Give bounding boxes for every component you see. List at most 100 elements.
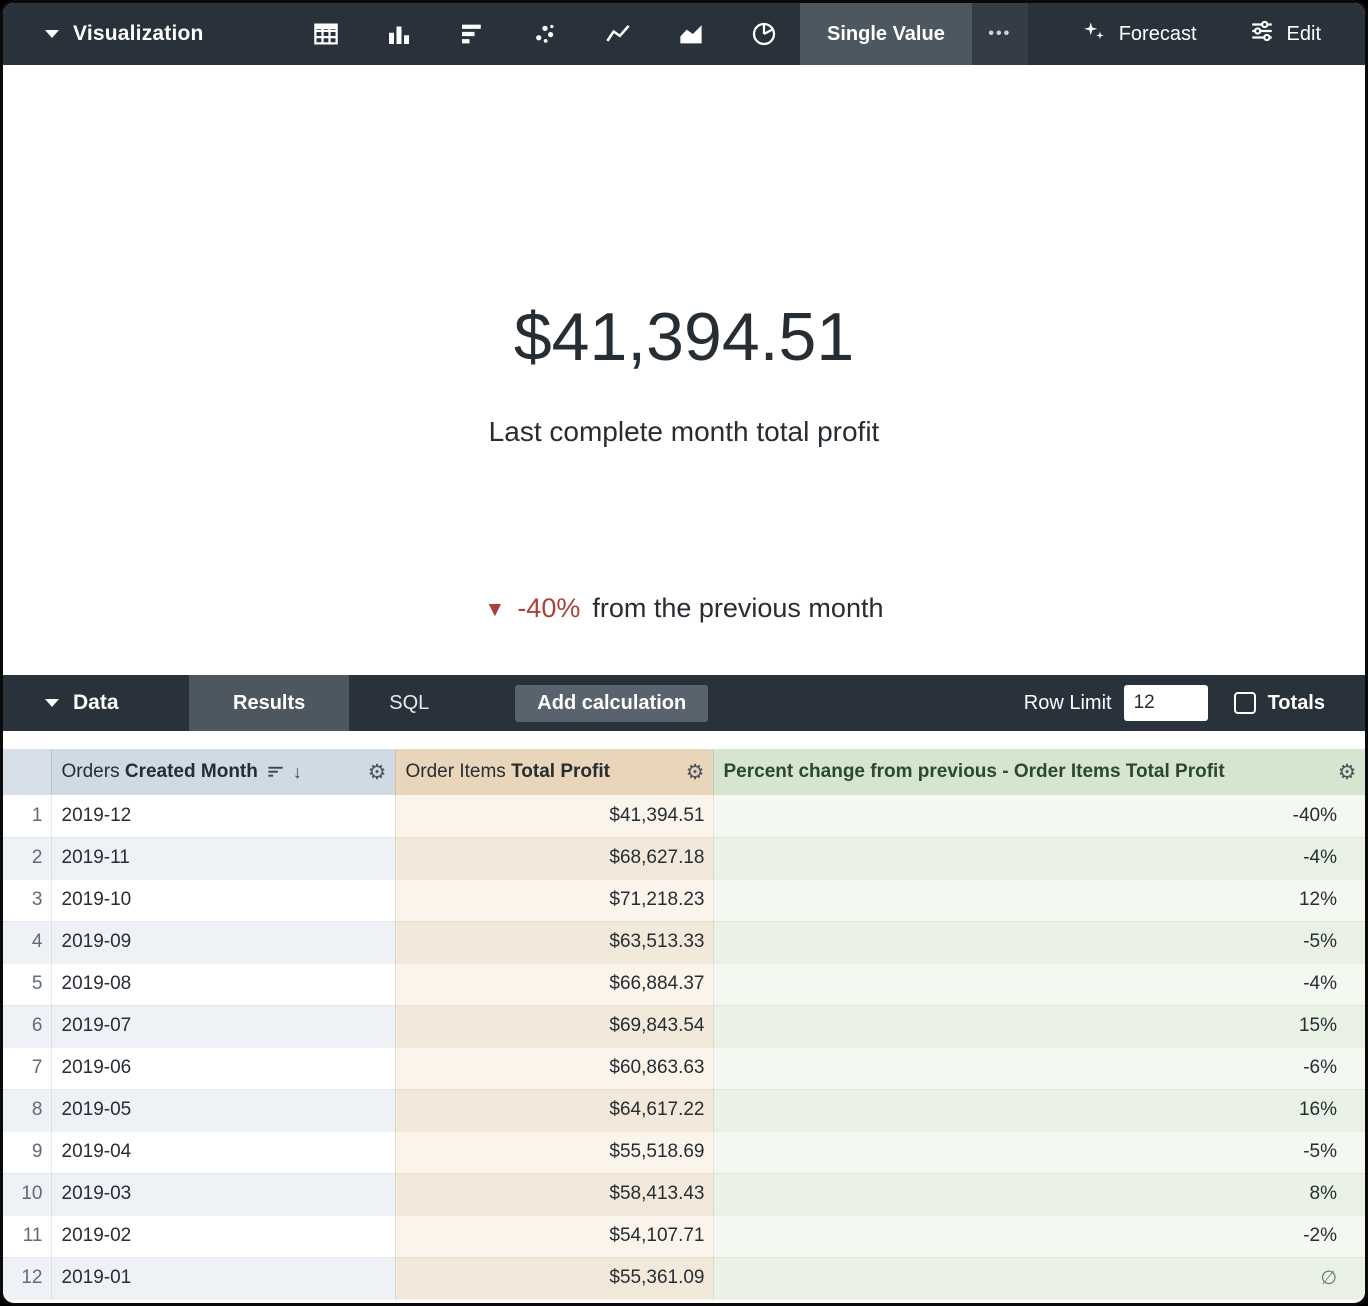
- column-chart-button[interactable]: [362, 3, 435, 65]
- total-profit-cell[interactable]: $55,518.69: [395, 1131, 714, 1174]
- total-profit-cell[interactable]: $41,394.51: [395, 795, 714, 838]
- row-number-cell: 7: [3, 1047, 52, 1090]
- created-month-cell[interactable]: 2019-08: [51, 963, 396, 1006]
- forecast-label: Forecast: [1118, 22, 1197, 45]
- bar-chart-button[interactable]: [435, 3, 508, 65]
- data-section-toggle[interactable]: Data: [3, 675, 189, 731]
- gear-icon[interactable]: ⚙: [367, 760, 387, 784]
- line-chart-button[interactable]: [581, 3, 654, 65]
- toolbar-spacer: [708, 675, 1024, 731]
- percent-change-cell[interactable]: -4%: [713, 963, 1365, 1006]
- percent-change-cell[interactable]: 8%: [713, 1173, 1365, 1216]
- header-view-name: Order Items: [405, 761, 506, 782]
- total-profit-cell[interactable]: $55,361.09: [395, 1257, 714, 1300]
- percent-change-cell[interactable]: -4%: [713, 837, 1365, 880]
- scatter-chart-button[interactable]: [508, 3, 581, 65]
- totals-control: Totals: [1233, 675, 1365, 731]
- created-month-cell[interactable]: 2019-06: [51, 1047, 396, 1090]
- created-month-cell[interactable]: 2019-11: [51, 837, 396, 880]
- percent-change-cell[interactable]: -6%: [713, 1047, 1365, 1090]
- percent-change-cell[interactable]: -40%: [713, 795, 1365, 838]
- add-calculation-button[interactable]: Add calculation: [515, 684, 709, 722]
- visualization-section-toggle[interactable]: Visualization: [3, 3, 289, 65]
- row-number-cell: 6: [3, 1005, 52, 1048]
- percent-change-cell[interactable]: 16%: [713, 1089, 1365, 1132]
- single-value-subtitle: Last complete month total profit: [488, 416, 880, 447]
- single-value-label: Single Value: [827, 22, 945, 45]
- area-chart-icon: [676, 19, 706, 49]
- table-row: 1 2019-12 $41,394.51 -40%: [3, 795, 1365, 838]
- header-calc-name: Percent change from previous - Order Ite…: [723, 761, 1225, 782]
- total-profit-cell[interactable]: $60,863.63: [395, 1047, 714, 1090]
- percent-change-cell[interactable]: -5%: [713, 1131, 1365, 1174]
- total-profit-cell[interactable]: $66,884.37: [395, 963, 714, 1006]
- created-month-cell[interactable]: 2019-12: [51, 795, 396, 838]
- down-triangle-icon: ▼: [484, 597, 506, 621]
- row-limit-input[interactable]: [1123, 685, 1208, 721]
- visualization-title: Visualization: [73, 22, 204, 45]
- percent-change-cell[interactable]: -2%: [713, 1215, 1365, 1258]
- table-header-row: Orders Created Month ↓ ⚙ Ord: [3, 749, 1365, 795]
- results-tab-label: Results: [233, 691, 306, 714]
- pie-chart-icon: [749, 19, 779, 49]
- edit-label: Edit: [1286, 22, 1321, 45]
- table-row: 3 2019-10 $71,218.23 12%: [3, 879, 1365, 922]
- total-profit-cell[interactable]: $58,413.43: [395, 1173, 714, 1216]
- total-profit-cell[interactable]: $64,617.22: [395, 1089, 714, 1132]
- column-header-percent-change[interactable]: Percent change from previous - Order Ite…: [713, 749, 1365, 795]
- header-field-name: Total Profit: [511, 761, 610, 782]
- comparison-text: from the previous month: [592, 592, 884, 623]
- table-row: 5 2019-08 $66,884.37 -4%: [3, 963, 1365, 1006]
- created-month-cell[interactable]: 2019-03: [51, 1173, 396, 1216]
- created-month-cell[interactable]: 2019-01: [51, 1257, 396, 1300]
- total-profit-cell[interactable]: $68,627.18: [395, 837, 714, 880]
- tab-sql[interactable]: SQL: [349, 675, 469, 731]
- chevron-down-icon: [45, 30, 59, 38]
- forecast-button[interactable]: Forecast: [1055, 3, 1223, 65]
- gear-icon[interactable]: ⚙: [1337, 760, 1357, 784]
- sql-tab-label: SQL: [389, 691, 430, 714]
- edit-button[interactable]: Edit: [1223, 3, 1365, 65]
- column-header-total-profit[interactable]: Order Items Total Profit ⚙: [395, 749, 714, 795]
- table-row: 11 2019-02 $54,107.71 -2%: [3, 1215, 1365, 1258]
- table-row: 6 2019-07 $69,843.54 15%: [3, 1005, 1365, 1048]
- area-chart-button[interactable]: [654, 3, 727, 65]
- line-chart-icon: [603, 19, 633, 49]
- table-chart-button[interactable]: [289, 3, 362, 65]
- comparison-line: ▼ -40% from the previous month: [485, 593, 884, 624]
- column-header-created-month[interactable]: Orders Created Month ↓ ⚙: [51, 749, 396, 795]
- created-month-cell[interactable]: 2019-02: [51, 1215, 396, 1258]
- table-row: 7 2019-06 $60,863.63 -6%: [3, 1047, 1365, 1090]
- table-row: 8 2019-05 $64,617.22 16%: [3, 1089, 1365, 1132]
- percent-change-cell[interactable]: 12%: [713, 879, 1365, 922]
- gear-icon[interactable]: ⚙: [685, 760, 705, 784]
- scatter-chart-icon: [530, 19, 560, 49]
- total-profit-cell[interactable]: $63,513.33: [395, 921, 714, 964]
- pie-chart-button[interactable]: [727, 3, 800, 65]
- header-view-name: Orders: [61, 761, 120, 782]
- tab-single-value[interactable]: Single Value: [800, 3, 972, 65]
- tab-results[interactable]: Results: [189, 675, 350, 731]
- created-month-cell[interactable]: 2019-09: [51, 921, 396, 964]
- percent-change-cell[interactable]: ∅: [713, 1257, 1365, 1300]
- row-limit-control: Row Limit: [1024, 675, 1234, 731]
- created-month-cell[interactable]: 2019-10: [51, 879, 396, 922]
- percent-change-cell[interactable]: -5%: [713, 921, 1365, 964]
- created-month-cell[interactable]: 2019-04: [51, 1131, 396, 1174]
- totals-checkbox[interactable]: [1233, 692, 1256, 714]
- table-row: 2 2019-11 $68,627.18 -4%: [3, 837, 1365, 880]
- data-title: Data: [73, 691, 119, 714]
- row-number-cell: 3: [3, 879, 52, 922]
- created-month-cell[interactable]: 2019-05: [51, 1089, 396, 1132]
- percent-change-cell[interactable]: 15%: [713, 1005, 1365, 1048]
- sort-descending-icon: ↓: [292, 761, 302, 782]
- created-month-cell[interactable]: 2019-07: [51, 1005, 396, 1048]
- row-number-cell: 5: [3, 963, 52, 1006]
- total-profit-cell[interactable]: $54,107.71: [395, 1215, 714, 1258]
- table-gap: [3, 731, 1365, 749]
- more-chart-types-button[interactable]: •••: [971, 3, 1028, 65]
- total-profit-cell[interactable]: $69,843.54: [395, 1005, 714, 1048]
- column-chart-icon: [384, 19, 414, 49]
- total-profit-cell[interactable]: $71,218.23: [395, 879, 714, 922]
